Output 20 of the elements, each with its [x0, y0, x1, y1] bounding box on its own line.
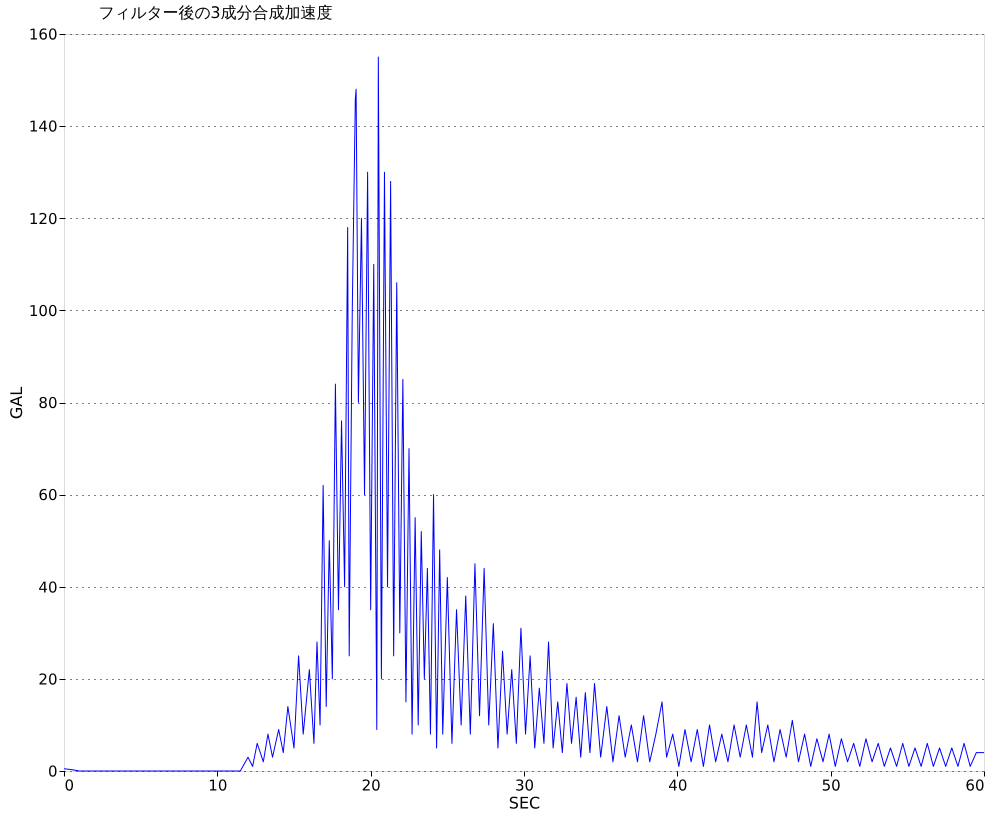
line-series	[64, 56, 984, 772]
y-tick-label: 140	[28, 118, 58, 136]
y-axis-title: GAL	[6, 386, 26, 420]
x-tick-label: 60	[965, 776, 984, 794]
x-tick-label: 20	[362, 776, 381, 794]
y-tick-label: 100	[28, 302, 58, 320]
x-tick-label: 10	[208, 776, 228, 794]
y-tick-label: 20	[38, 670, 58, 688]
x-tick-label: 30	[514, 776, 534, 794]
x-tick-label: 50	[822, 776, 841, 794]
x-tick-label: 0	[64, 776, 74, 794]
y-tick-label: 0	[48, 762, 58, 780]
y-tick-label: 40	[38, 578, 58, 596]
x-tick-label: 40	[668, 776, 688, 794]
y-tick-label: 160	[28, 26, 58, 44]
x-axis-title: SEC	[508, 794, 540, 812]
y-tick-label: 120	[28, 210, 58, 228]
chart-title: フィルター後の3成分合成加速度	[98, 3, 333, 22]
y-tick-label: 80	[38, 394, 58, 412]
y-tick-label: 60	[38, 486, 58, 504]
